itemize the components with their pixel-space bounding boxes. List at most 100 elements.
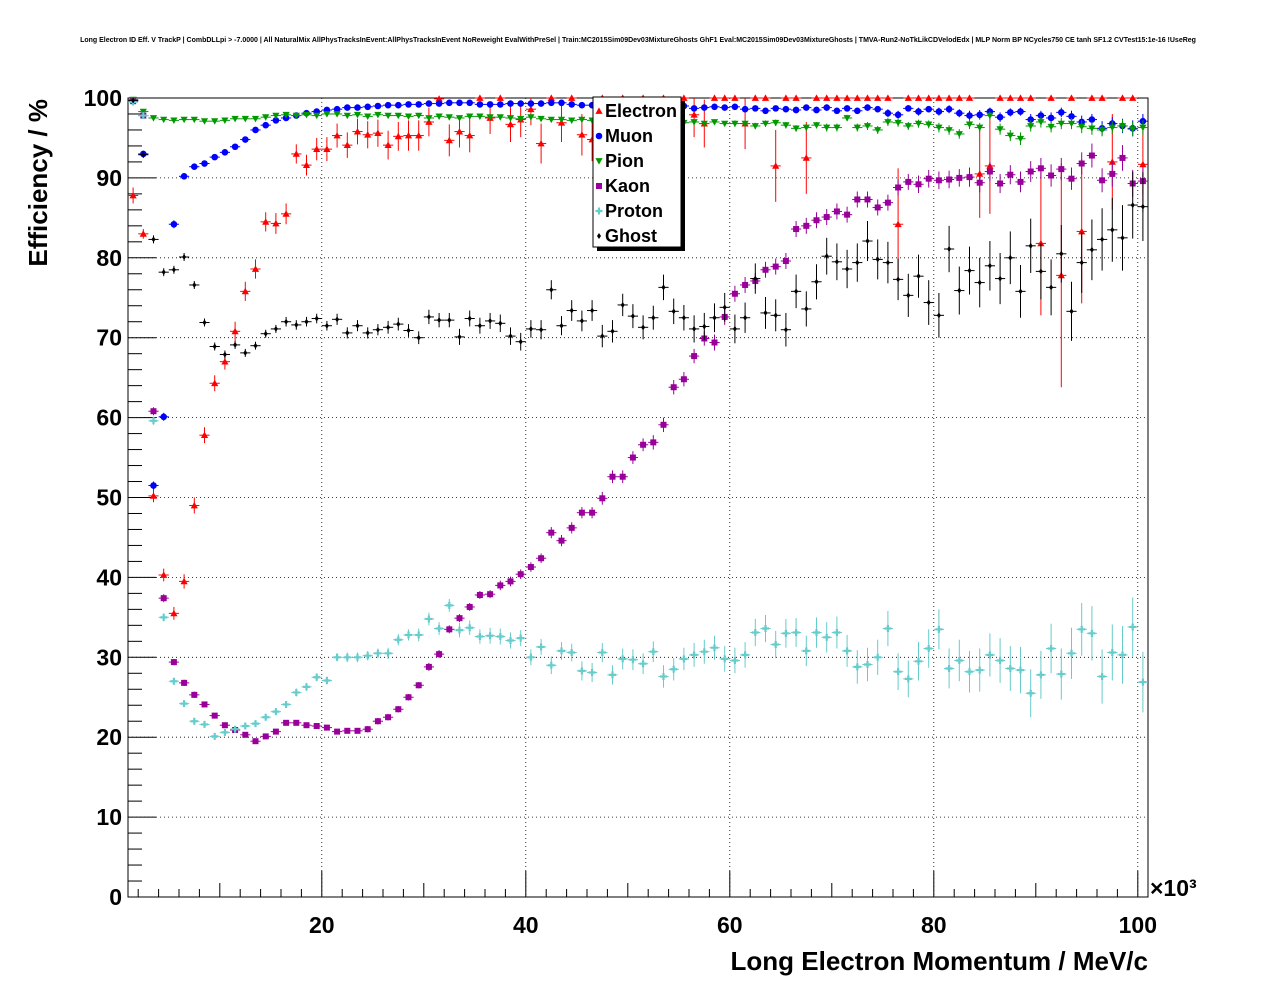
- point-marker: [1068, 113, 1075, 120]
- data-point: [454, 614, 465, 623]
- data-point: [199, 720, 210, 728]
- data-point: [342, 104, 353, 111]
- point-marker: [1037, 119, 1045, 126]
- data-point: [209, 712, 220, 719]
- point-marker: [782, 257, 789, 264]
- point-marker: [466, 99, 474, 107]
- data-point: [750, 618, 761, 647]
- point-marker: [1037, 112, 1045, 119]
- data-point: [1046, 112, 1057, 124]
- point-marker: [1047, 645, 1055, 653]
- point-marker: [343, 141, 351, 149]
- data-point: [240, 348, 251, 357]
- data-point: [923, 629, 934, 668]
- data-point: [179, 679, 190, 687]
- data-point: [995, 173, 1006, 194]
- point-marker: [976, 179, 983, 186]
- series-proton: [128, 98, 1148, 740]
- data-point: [719, 120, 730, 128]
- point-marker: [1069, 308, 1074, 315]
- data-point: [413, 120, 424, 151]
- point-marker: [578, 131, 586, 138]
- point-marker: [425, 663, 432, 670]
- point-marker: [782, 122, 790, 129]
- point-marker: [925, 645, 933, 653]
- point-marker: [711, 644, 718, 652]
- data-point: [546, 99, 557, 107]
- data-point: [403, 120, 414, 151]
- data-point: [301, 154, 312, 176]
- data-point: [495, 101, 506, 108]
- data-point: [168, 265, 179, 274]
- data-point: [474, 590, 485, 599]
- data-point: [362, 121, 373, 149]
- point-marker: [569, 307, 574, 314]
- legend-entry-ghost: Ghost: [597, 226, 657, 246]
- point-marker: [262, 121, 270, 129]
- point-marker: [955, 94, 963, 101]
- data-point: [332, 105, 343, 113]
- data-point: [1066, 117, 1077, 130]
- data-point: [158, 594, 169, 603]
- data-point: [393, 121, 404, 151]
- point-marker: [374, 718, 381, 725]
- point-marker: [314, 315, 319, 322]
- data-point: [383, 101, 394, 109]
- data-point: [240, 281, 251, 301]
- point-marker: [945, 664, 953, 672]
- point-marker: [782, 94, 790, 101]
- data-point: [393, 634, 404, 646]
- point-marker: [527, 114, 535, 121]
- point-marker: [598, 649, 606, 657]
- data-point: [270, 728, 281, 735]
- point-marker: [425, 615, 433, 623]
- data-point: [362, 327, 373, 339]
- data-point: [678, 372, 689, 387]
- data-point: [566, 101, 577, 108]
- point-marker: [1119, 154, 1126, 161]
- point-marker: [935, 177, 942, 184]
- point-marker: [772, 162, 780, 169]
- data-point: [760, 107, 771, 115]
- data-point: [1046, 94, 1057, 101]
- data-point: [729, 314, 740, 344]
- point-marker: [721, 655, 729, 663]
- data-point: [821, 209, 832, 226]
- data-point: [1056, 117, 1067, 130]
- point-marker: [752, 105, 759, 112]
- point-marker: [201, 160, 208, 167]
- data-point: [281, 316, 292, 327]
- data-point: [791, 125, 802, 132]
- data-point: [444, 312, 455, 328]
- data-point: [648, 305, 659, 330]
- point-marker: [486, 114, 494, 121]
- point-marker: [507, 100, 514, 107]
- point-marker: [497, 582, 504, 589]
- data-point: [852, 123, 863, 132]
- point-marker: [712, 314, 717, 321]
- point-marker: [884, 625, 892, 633]
- data-point: [576, 661, 587, 681]
- point-marker: [895, 184, 902, 191]
- data-point: [770, 258, 781, 275]
- point-marker: [548, 99, 555, 107]
- data-point: [964, 94, 975, 101]
- data-point: [597, 324, 608, 348]
- data-point: [240, 115, 251, 123]
- point-marker: [1100, 236, 1105, 243]
- data-point: [128, 97, 139, 104]
- data-point: [862, 121, 873, 130]
- data-point: [617, 293, 628, 317]
- point-marker: [426, 313, 431, 320]
- point-marker: [405, 101, 412, 108]
- point-marker: [629, 454, 636, 461]
- point-marker: [292, 150, 300, 157]
- data-point: [882, 109, 893, 118]
- data-point: [740, 302, 751, 333]
- data-point: [536, 115, 547, 123]
- point-marker: [854, 107, 861, 115]
- data-point: [1076, 152, 1087, 175]
- data-point: [954, 109, 965, 118]
- point-marker: [262, 114, 270, 121]
- data-point: [903, 273, 914, 317]
